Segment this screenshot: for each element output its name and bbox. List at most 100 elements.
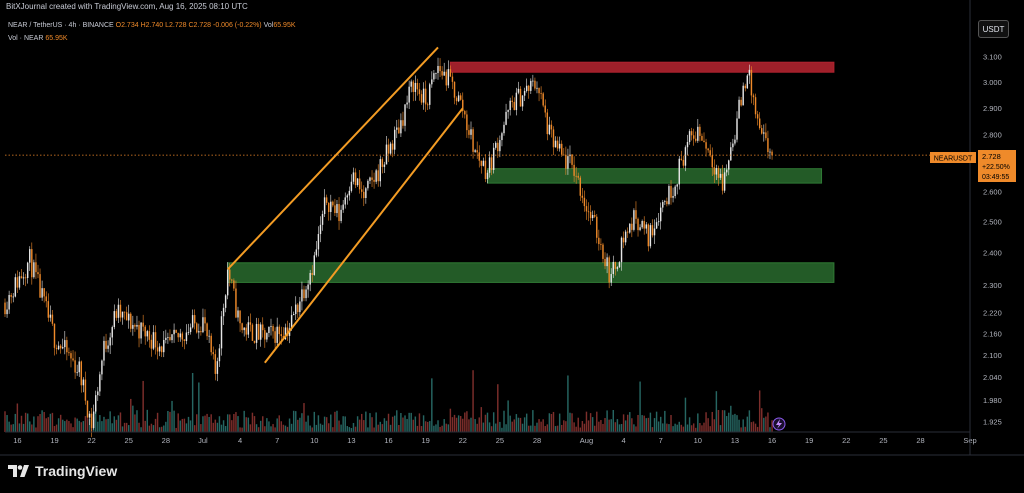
volume-bar (18, 423, 21, 432)
candle-body (76, 372, 78, 374)
volume-bar (692, 423, 695, 432)
candle-body (723, 172, 726, 191)
candle-body (78, 361, 80, 373)
lightning-icon[interactable] (772, 417, 786, 431)
candle-body (214, 354, 217, 374)
volume-bar (567, 375, 569, 432)
volume-bar (542, 419, 544, 432)
candle-body (490, 157, 493, 170)
volume-bar (8, 421, 10, 432)
symbol-legend[interactable]: NEAR / TetherUS · 4h · BINANCE O2.734 H2… (8, 22, 296, 29)
candle-body (239, 310, 241, 324)
candle-body (476, 150, 478, 153)
candle-body (35, 262, 37, 273)
volume-bar (738, 419, 740, 432)
volume-bar (519, 417, 522, 432)
candle-body (746, 75, 749, 89)
volume-bar (633, 424, 635, 432)
candle-body (629, 223, 631, 233)
volume-bar (113, 416, 116, 432)
y-tick-label: 2.900 (983, 104, 1002, 113)
volume-bar (358, 419, 361, 432)
candle-body (517, 88, 520, 93)
candle-body (758, 118, 761, 129)
currency-button[interactable]: USDT (978, 20, 1009, 38)
candle-body (340, 209, 342, 222)
candle-body (616, 267, 619, 269)
candle-body (274, 331, 276, 343)
volume-bar (657, 421, 660, 432)
volume-bar (635, 426, 637, 432)
volume-bar (511, 421, 513, 432)
symbol-name[interactable]: NEAR / TetherUS · 4h · BINANCE (8, 22, 114, 29)
volume-bar (600, 420, 602, 432)
volume-bar (486, 412, 489, 432)
volume-legend[interactable]: Vol · NEAR 65.95K (8, 35, 68, 42)
volume-bar (375, 412, 377, 432)
volume-bar (171, 400, 173, 432)
volume-bar (721, 410, 724, 432)
volume-bar (647, 417, 650, 432)
y-tick-label: 2.220 (983, 308, 1002, 317)
volume-bar (270, 426, 272, 432)
volume-bar (398, 425, 400, 432)
candle-body (264, 330, 266, 340)
candle-body (262, 324, 264, 331)
candle-body (163, 340, 165, 353)
candle-body (546, 112, 549, 135)
volume-bar (84, 416, 87, 432)
volume-bar (371, 417, 373, 432)
candle-body (688, 131, 691, 143)
volume-bar (554, 426, 557, 432)
candle-body (115, 311, 118, 318)
volume-bar (29, 421, 31, 432)
candle-body (196, 323, 198, 333)
volume-bar (140, 427, 142, 432)
volume-bar (295, 411, 297, 432)
volume-bar (45, 418, 47, 432)
candle-body (682, 159, 685, 166)
candle-body (31, 249, 33, 278)
candle-body (719, 173, 722, 178)
volume-bar (385, 420, 388, 432)
candle-body (581, 195, 584, 198)
volume-legend-value: 65.95K (45, 35, 68, 42)
volume-bar (160, 426, 163, 432)
volume-bar (422, 415, 425, 432)
volume-bar (719, 425, 722, 432)
candle-body (699, 126, 701, 136)
candle-body (245, 327, 247, 335)
volume-bar (206, 413, 208, 432)
candle-body (165, 337, 167, 341)
volume-bar (571, 413, 573, 432)
candle-body (130, 313, 132, 329)
volume-bar (53, 426, 56, 432)
volume-bar (631, 418, 633, 432)
change-value: -0.006 (-0.22%) (213, 22, 262, 29)
volume-bar (107, 418, 109, 432)
candle-body (548, 124, 551, 135)
candle-body (571, 154, 573, 165)
candle-body (649, 225, 652, 247)
candle-body (231, 279, 233, 281)
volume-bar (266, 418, 268, 432)
candle-body (734, 139, 736, 144)
candle-body (670, 186, 672, 198)
candle-body (579, 177, 582, 196)
volume-bar (426, 421, 429, 432)
volume-bar (678, 421, 680, 432)
volume-bar (769, 427, 771, 432)
volume-bar (148, 425, 151, 432)
candle-body (88, 413, 91, 418)
candle-body (12, 296, 14, 298)
candle-body (119, 304, 122, 318)
low-value: L2.728 (165, 22, 187, 29)
candle-body (565, 154, 567, 169)
volume-legend-label[interactable]: Vol · NEAR (8, 35, 44, 42)
volume-bar (437, 420, 439, 432)
candle-body (387, 144, 390, 154)
candle-body (589, 212, 592, 219)
volume-bar (573, 422, 575, 432)
volume-bar (367, 427, 369, 432)
